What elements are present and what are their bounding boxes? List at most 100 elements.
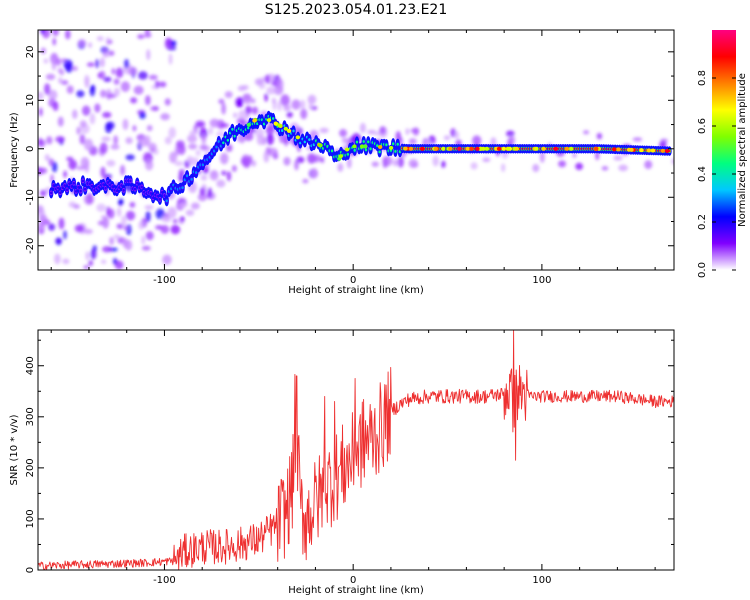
heatmap-cell [280,94,290,107]
heatmap-cell [359,122,366,134]
heatmap-cell [618,164,629,172]
heatmap-cell [52,101,59,112]
heatmap-cell [209,118,220,128]
heatmap-cell [303,140,307,144]
heatmap-cell [408,159,419,168]
heatmap-cell [161,215,172,223]
heatmap-cell [263,150,270,163]
heatmap-cell [262,122,266,126]
heatmap-cell [256,134,265,146]
heatmap-cell [250,160,257,167]
heatmap-cell [352,144,357,149]
heatmap-cell [51,58,57,71]
heatmap-cell [167,206,177,219]
heatmap-cell [190,177,193,181]
heatmap-cell [165,199,168,203]
heatmap-cell [595,151,600,161]
heatmap-cell [311,167,318,179]
heatmap-cell [457,146,462,151]
heatmap-cell [443,135,451,141]
heatmap-cell [664,148,670,153]
heatmap-cell [139,112,146,119]
heatmap-cell [195,120,206,128]
heatmap-cell [291,99,301,110]
heatmap-cell [149,191,153,195]
heatmap-cell [413,127,419,136]
heatmap-cell [388,145,394,150]
heatmap-cell [226,138,230,142]
top-y-axis-label: Frequency (Hz) [9,112,20,188]
heatmap-cell [180,216,185,222]
heatmap-cell [50,191,53,195]
heatmap-cell [252,118,257,123]
heatmap-cell [125,154,135,161]
heatmap-cell [77,39,87,48]
x-tick-label: 0 [350,575,356,586]
heatmap-cell [74,224,85,233]
heatmap-cell [319,127,329,134]
heatmap-cell [66,85,74,94]
heatmap-cell [355,140,359,144]
heatmap-cell [472,135,482,146]
heatmap-cell [111,68,116,75]
heatmap-cell [138,220,144,230]
heatmap-cell [475,146,480,151]
heatmap-cell [339,129,348,138]
heatmap-cell [140,185,143,189]
heatmap-cell [215,145,218,149]
colorbar-tick-label: 0.6 [697,118,708,134]
heatmap-cell [660,148,665,153]
heatmap-cell [671,158,674,165]
heatmap-cell [207,187,213,199]
heatmap-cell [66,156,74,162]
heatmap-cell [132,125,137,132]
heatmap-cell [235,99,243,108]
heatmap-cell [596,132,603,140]
heatmap-cell [392,159,399,167]
heatmap-cell [594,146,599,151]
heatmap-cell [226,171,232,182]
heatmap-cell [38,204,44,214]
heatmap-cell [88,42,93,49]
heatmap-cell [154,80,160,89]
top-x-axis-label: Height of straight line (km) [288,285,424,296]
heatmap-cell [94,103,101,113]
heatmap-cell [311,154,322,163]
heatmap-cell [629,147,634,152]
heatmap-cell [124,239,133,251]
heatmap-cell [115,67,124,78]
heatmap-cell [650,148,656,153]
heatmap-cell [441,160,446,168]
heatmap-cell [391,142,395,146]
heatmap-cell [168,53,173,65]
heatmap-cell [190,202,200,210]
heatmap-cell [371,161,380,167]
heatmap-cell [432,155,439,167]
heatmap-cell [90,249,97,260]
heatmap-cell [158,81,167,88]
y-tick-label: 300 [25,407,36,426]
heatmap-cell [59,191,62,195]
y-tick-label: 100 [25,509,36,528]
heatmap-cell [639,148,644,153]
heatmap-cell [116,207,122,217]
heatmap-cell [613,155,623,161]
heatmap-cell [58,77,63,84]
heatmap-cell [51,161,58,173]
heatmap-cell [106,159,116,167]
colorbar-tick-label: 0.8 [697,70,708,86]
heatmap-cell [224,91,233,99]
heatmap-cell [81,179,85,183]
heatmap-cell [440,146,446,151]
heatmap-cell [177,143,186,156]
heatmap-cell [48,223,56,231]
heatmap-cell [264,93,269,102]
heatmap-cell [572,153,577,158]
heatmap-cell [201,163,205,167]
y-tick-label: 20 [25,45,36,58]
heatmap-cell [405,128,410,136]
heatmap-cell [106,93,117,99]
colorbar-tick-label: 0.4 [697,166,708,182]
y-tick-label: 0 [25,567,36,573]
heatmap-cell [83,138,94,151]
